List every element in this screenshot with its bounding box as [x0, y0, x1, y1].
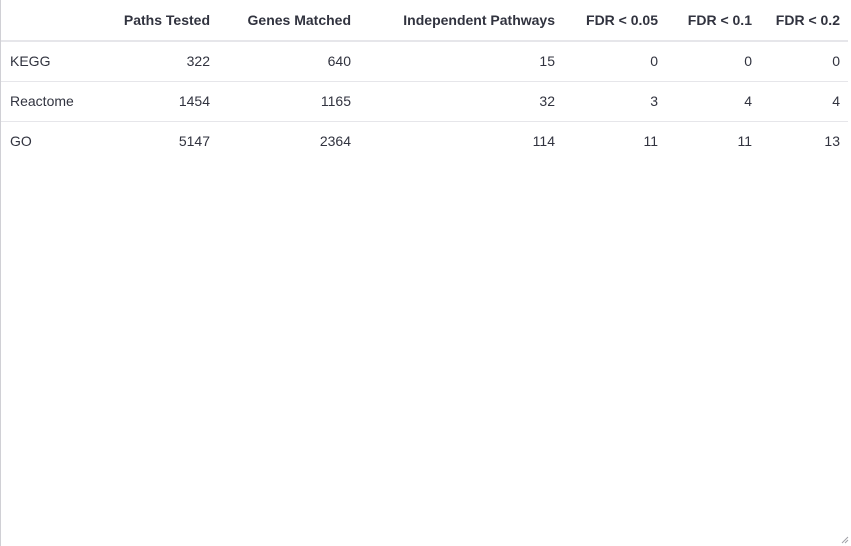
table-row[interactable]: GO 5147 2364 114 11 11 13 [1, 121, 848, 161]
column-header-fdr-02[interactable]: FDR < 0.2 [760, 0, 848, 42]
column-header-fdr-01[interactable]: FDR < 0.1 [666, 0, 760, 42]
results-table: Paths Tested Genes Matched Independent P… [1, 0, 848, 161]
table-cell[interactable]: 1165 [218, 81, 359, 122]
column-header-genes-matched[interactable]: Genes Matched [218, 0, 359, 42]
table-cell[interactable]: 0 [563, 41, 666, 82]
row-label[interactable]: GO [10, 133, 32, 150]
table-cell[interactable]: 2364 [319, 133, 351, 150]
header-row: Paths Tested Genes Matched Independent P… [1, 0, 848, 42]
table-cell[interactable]: 640 [218, 41, 359, 82]
table-cell[interactable]: 322 [93, 41, 218, 82]
table-cell[interactable]: 11 [643, 133, 658, 150]
table-cell[interactable]: 3 [563, 81, 666, 122]
table-cell[interactable]: 32 [359, 81, 563, 122]
column-header-paths-tested[interactable]: Paths Tested [93, 0, 218, 42]
row-label[interactable]: KEGG [1, 41, 93, 82]
table-cell[interactable]: 5147 [178, 133, 210, 150]
table-cell[interactable]: 0 [666, 41, 760, 82]
table-cell[interactable]: 4 [666, 81, 760, 122]
column-header-index[interactable] [1, 0, 93, 42]
resize-grip-icon[interactable] [841, 536, 849, 544]
table-row[interactable]: KEGG 322 640 15 0 0 0 [1, 41, 848, 82]
table-cell[interactable]: 114 [532, 133, 555, 150]
table-cell[interactable]: 0 [760, 41, 848, 82]
table-row[interactable]: Reactome 1454 1165 32 3 4 4 [1, 81, 848, 122]
table-cell[interactable]: 11 [737, 133, 752, 150]
row-label[interactable]: Reactome [1, 81, 93, 122]
table-cell[interactable]: 15 [359, 41, 563, 82]
table-cell[interactable]: 1454 [93, 81, 218, 122]
table-cell[interactable]: 4 [760, 81, 848, 122]
column-header-fdr-005[interactable]: FDR < 0.05 [563, 0, 666, 42]
column-header-independent-pathways[interactable]: Independent Pathways [359, 0, 563, 42]
table-cell[interactable]: 13 [824, 133, 840, 150]
